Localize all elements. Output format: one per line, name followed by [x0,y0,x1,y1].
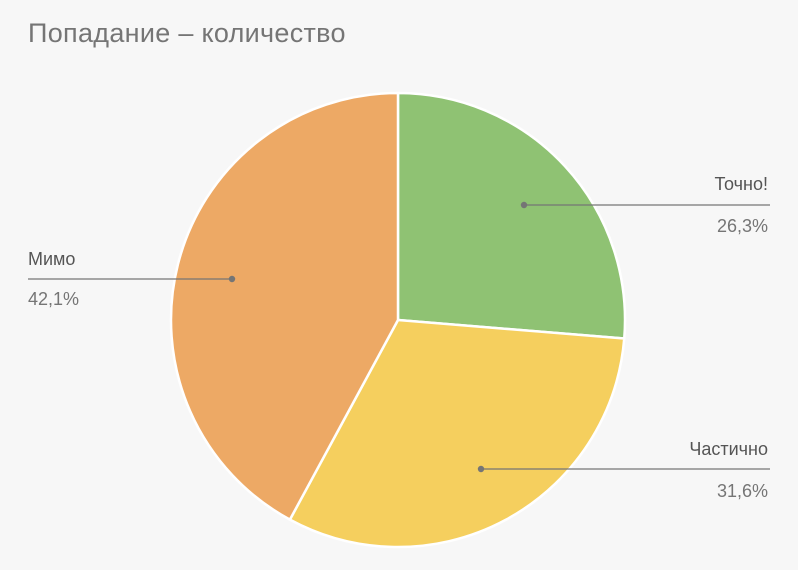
slice-label-0: Точно! [714,174,768,194]
pie-slice-2 [169,91,400,521]
chart-title: Попадание – количество [28,18,346,48]
pie-slices [169,91,627,549]
leader-dot-0 [520,201,528,209]
pie-slice-1 [288,318,626,549]
slice-label-1: Частично [689,439,768,459]
slice-label-group-2: Мимо 42,1% [28,249,236,309]
slice-label-group-1: Частично 31,6% [477,439,770,501]
slice-label-group-0: Точно! 26,3% [520,174,770,236]
slice-value-2: 42,1% [28,289,79,309]
slice-label-2: Мимо [28,249,75,269]
slice-value-1: 31,6% [717,481,768,501]
pie-slice-0 [396,91,627,340]
leader-dot-1 [477,465,485,473]
pie-labels: Точно! 26,3% Частично 31,6% Мимо 42,1% [28,174,770,501]
slice-value-0: 26,3% [717,216,768,236]
leader-dot-2 [228,275,236,283]
